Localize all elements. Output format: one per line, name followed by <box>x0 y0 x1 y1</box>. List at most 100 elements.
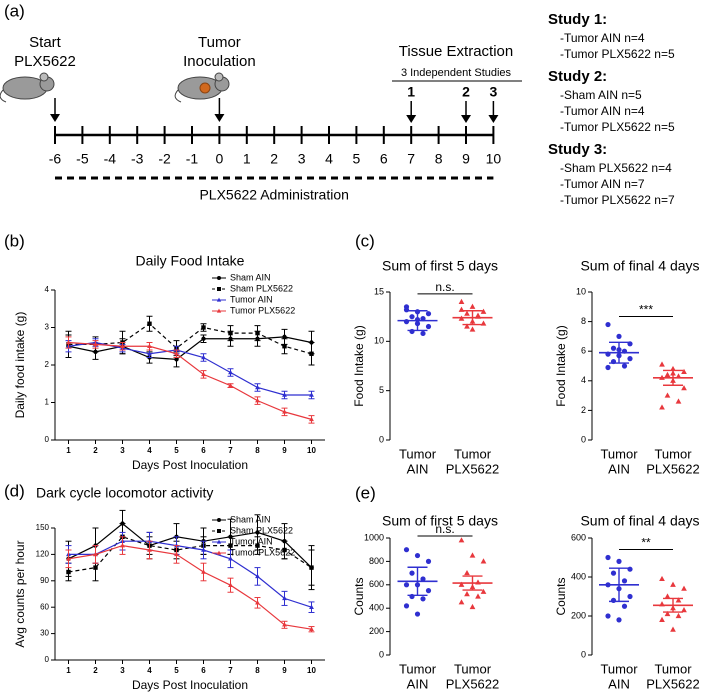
category-label: PLX5622 <box>646 676 700 691</box>
marker <box>120 542 125 548</box>
legend-label: Tumor AIN <box>230 294 273 304</box>
x-tick-label: 6 <box>201 446 206 455</box>
arrow-head <box>488 115 499 123</box>
study-title: Study 2: <box>548 68 607 85</box>
marker <box>475 593 481 599</box>
category-label: AIN <box>407 461 429 476</box>
y-axis-label: Food Intake (g) <box>352 325 366 406</box>
y-tick-label: 4 <box>581 375 586 385</box>
study-item: -Tumor AIN n=4 <box>560 31 645 45</box>
category-label: PLX5622 <box>446 461 500 476</box>
marker <box>147 351 152 356</box>
study-item: -Tumor PLX5622 n=5 <box>560 120 675 134</box>
marker <box>409 570 415 576</box>
y-tick-label: 150 <box>36 523 50 532</box>
extraction-label: Tissue Extraction <box>399 43 514 60</box>
marker <box>480 558 487 564</box>
significance-label: ** <box>641 536 651 550</box>
legend-marker <box>216 550 222 555</box>
marker <box>255 543 260 548</box>
legend-label: Tumor AIN <box>230 536 273 546</box>
chart-title: Sum of first 5 days <box>382 513 498 529</box>
marker <box>458 581 465 587</box>
marker <box>409 314 415 320</box>
panel-label: (d) <box>4 481 25 500</box>
y-tick-label: 200 <box>571 610 586 620</box>
series-line <box>68 341 312 420</box>
x-tick-label: 7 <box>228 446 233 455</box>
marker <box>627 356 633 362</box>
y-tick-label: 600 <box>369 579 384 589</box>
marker <box>664 610 671 617</box>
marker <box>480 308 487 314</box>
marker <box>659 575 665 582</box>
arrow-head <box>461 115 471 123</box>
panel-label: (a) <box>4 1 25 20</box>
x-tick-label: 2 <box>93 446 98 455</box>
marker <box>66 556 71 561</box>
y-tick-label: 600 <box>571 532 586 542</box>
y-axis-label: Counts <box>554 577 568 615</box>
study-item: -Sham PLX5622 n=4 <box>560 161 672 175</box>
timeline-tick-label: 4 <box>325 151 333 167</box>
chart-title: Sum of final 4 days <box>580 258 699 274</box>
marker <box>201 569 206 574</box>
x-tick-label: 5 <box>174 666 179 675</box>
timeline-tick-label: 9 <box>462 151 470 167</box>
study-item: -Tumor PLX5622 n=5 <box>560 47 675 61</box>
marker <box>621 603 628 609</box>
x-tick-label: 4 <box>147 446 152 455</box>
series-line <box>68 536 312 573</box>
y-tick-label: 800 <box>369 556 384 566</box>
marker <box>464 310 470 316</box>
panel-label: (e) <box>355 483 376 502</box>
legend-marker <box>216 539 222 544</box>
y-tick-label: 0 <box>379 434 384 444</box>
marker <box>282 595 287 601</box>
marker <box>681 385 687 391</box>
marker <box>627 593 633 600</box>
marker <box>282 344 287 349</box>
marker <box>282 392 287 397</box>
timeline-tick-label: 2 <box>270 151 278 167</box>
legend-marker <box>216 297 222 302</box>
legend-marker <box>217 276 221 280</box>
category-label: Tumor <box>654 446 692 461</box>
legend-label: Tumor PLX5622 <box>230 305 295 315</box>
marker <box>605 554 611 561</box>
marker <box>464 323 470 329</box>
marker <box>66 569 71 575</box>
timeline-tick-label: 7 <box>407 151 415 167</box>
significance-label: n.s. <box>435 280 454 294</box>
x-tick-label: 1 <box>66 446 71 455</box>
marker <box>93 341 98 347</box>
marker <box>282 334 287 340</box>
marker <box>425 588 432 594</box>
marker <box>282 409 287 414</box>
extraction-marker-label: 1 <box>407 84 415 100</box>
marker <box>469 552 476 558</box>
category-label: Tumor <box>600 661 638 676</box>
series-line <box>68 540 312 608</box>
x-tick-label: 3 <box>120 666 125 675</box>
x-tick-label: 2 <box>93 666 98 675</box>
marker <box>681 585 687 591</box>
significance-label: n.s. <box>435 522 454 536</box>
x-tick-label: 4 <box>147 666 152 675</box>
marker <box>480 588 487 594</box>
y-tick-label: 15 <box>374 286 384 296</box>
marker <box>147 321 152 326</box>
marker <box>420 330 426 337</box>
legend-label: Sham AIN <box>230 514 271 524</box>
y-tick-label: 1 <box>45 398 50 407</box>
category-label: PLX5622 <box>646 461 700 476</box>
marker <box>621 578 628 584</box>
x-tick-label: 9 <box>282 446 287 455</box>
y-tick-label: 0 <box>45 435 50 444</box>
marker <box>610 345 617 351</box>
study-item: -Sham AIN n=5 <box>560 88 642 102</box>
y-axis-label: Counts <box>352 577 366 615</box>
marker <box>309 604 314 609</box>
marker <box>228 543 233 548</box>
marker <box>201 336 206 341</box>
